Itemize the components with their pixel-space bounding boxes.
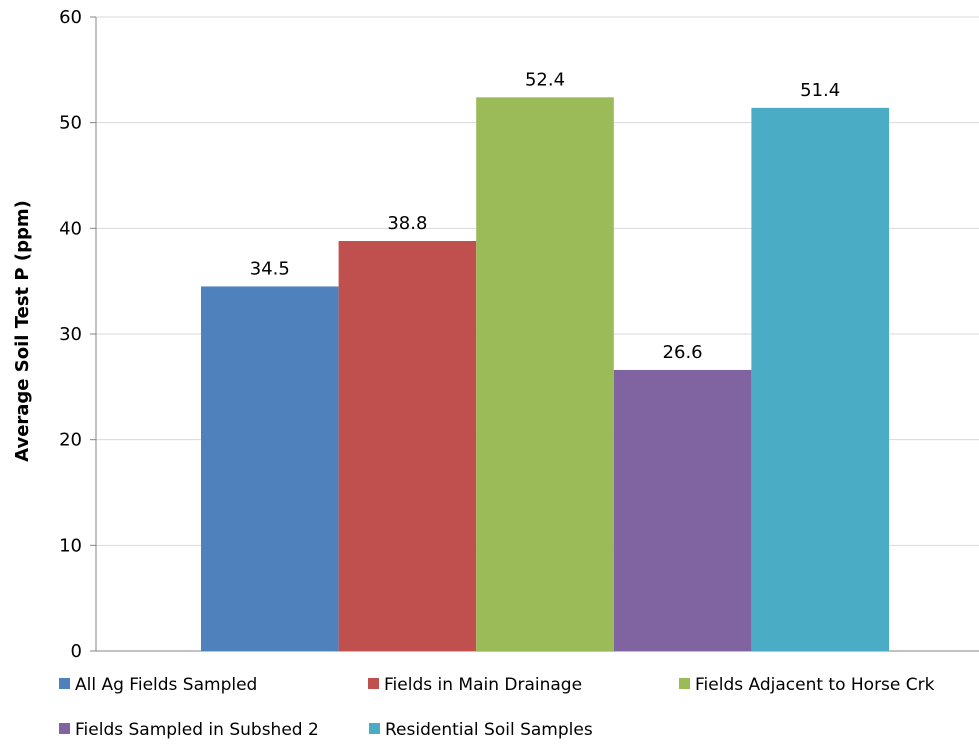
y-tick-label: 50: [59, 113, 82, 134]
legend-label: Fields Adjacent to Horse Crk: [695, 675, 935, 695]
y-tick-label: 10: [59, 535, 82, 556]
data-label: 34.5: [250, 258, 290, 279]
legend-swatch: [368, 678, 379, 689]
data-label: 51.4: [800, 80, 840, 101]
legend-swatch: [59, 723, 70, 734]
y-tick-label: 40: [59, 218, 82, 239]
data-label: 26.6: [663, 342, 703, 363]
bar-1: [201, 286, 339, 651]
data-label: 52.4: [525, 69, 565, 90]
legend: All Ag Fields Sampled Fields in Main Drai…: [59, 675, 935, 740]
legend-label: Fields in Main Drainage: [384, 675, 582, 695]
y-tick-label: 30: [59, 324, 82, 345]
legend-label: Residential Soil Samples: [385, 720, 593, 740]
bar-2: [338, 241, 477, 651]
y-tick-label: 0: [71, 641, 82, 662]
data-label: 38.8: [387, 213, 427, 234]
y-tick-label: 60: [59, 7, 82, 28]
legend-label: Fields Sampled in Subshed 2: [75, 720, 319, 740]
data-labels: 34.5 38.8 52.4 26.6 51.4: [250, 69, 840, 363]
legend-swatch: [679, 678, 690, 689]
bars: [201, 97, 889, 652]
legend-swatch: [369, 723, 380, 734]
y-tick-labels: 0 10 20 30 40 50 60: [59, 7, 82, 662]
legend-label: All Ag Fields Sampled: [75, 675, 257, 695]
bar-5: [751, 107, 889, 651]
bar-4: [613, 369, 752, 651]
legend-swatch: [59, 678, 70, 689]
y-axis-title: Average Soil Test P (ppm): [12, 200, 33, 462]
y-tick-label: 20: [59, 430, 82, 451]
bar-3: [476, 97, 614, 652]
